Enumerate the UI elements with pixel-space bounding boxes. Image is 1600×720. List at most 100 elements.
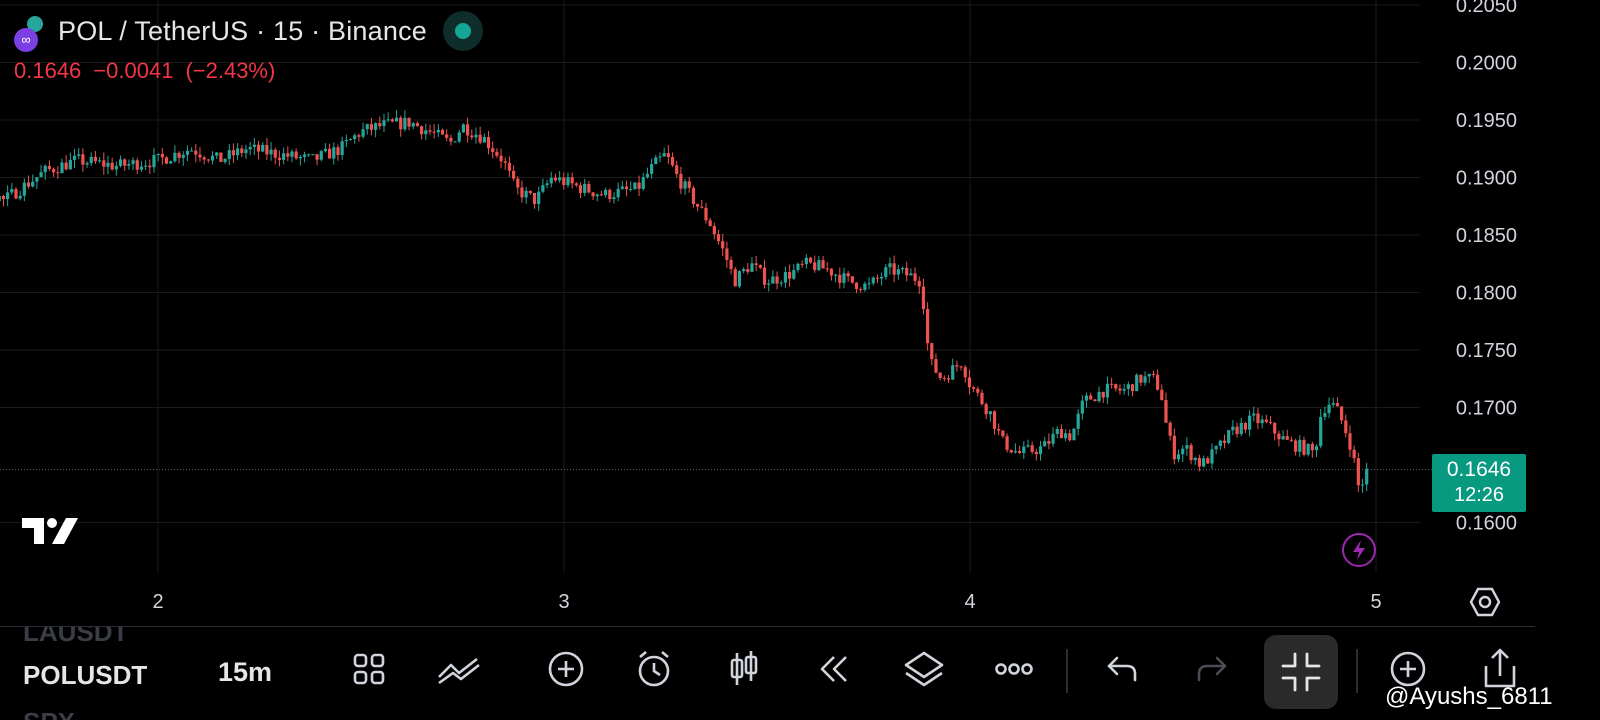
candle: [470, 135, 474, 138]
symbol-next[interactable]: SPX: [23, 707, 75, 720]
candle: [261, 144, 265, 152]
candle: [871, 277, 875, 284]
candle: [248, 146, 252, 150]
zoom-in-icon[interactable]: [1386, 647, 1430, 691]
candle: [1243, 422, 1248, 430]
interval-button[interactable]: 15m: [218, 657, 273, 687]
candle: [415, 123, 420, 127]
layers-icon[interactable]: [902, 647, 946, 691]
time-tick-label: 2: [152, 591, 163, 613]
candle: [47, 165, 52, 170]
candle: [867, 283, 871, 285]
candle: [888, 263, 892, 268]
candle: [762, 267, 767, 285]
candle: [1080, 400, 1084, 414]
candle: [1043, 441, 1047, 447]
candle: [721, 241, 725, 249]
candle: [1105, 383, 1110, 398]
candle: [181, 154, 185, 158]
candle: [1076, 413, 1080, 429]
grid-icon[interactable]: [347, 647, 391, 691]
toolbar-separator: [1356, 649, 1358, 693]
candle: [231, 150, 236, 156]
candle: [1047, 441, 1051, 444]
candle: [265, 144, 269, 155]
candle: [390, 119, 394, 122]
candle: [348, 139, 353, 141]
candle: [118, 159, 123, 166]
candle: [1235, 426, 1239, 435]
candle: [478, 134, 482, 143]
candle: [219, 152, 223, 163]
candle: [369, 124, 374, 130]
candle: [997, 428, 1001, 431]
symbol-prev[interactable]: LAUSDT: [23, 627, 129, 647]
chart-settings-icon[interactable]: [1469, 586, 1501, 623]
candle: [570, 177, 574, 184]
candle: [1018, 451, 1022, 454]
candle: [880, 276, 884, 279]
candle: [654, 157, 658, 165]
candle: [152, 155, 156, 168]
candle: [1260, 419, 1264, 424]
candle: [440, 129, 445, 135]
candle: [1222, 440, 1227, 444]
candle: [131, 160, 135, 165]
watermark: @Ayushs_6811: [1385, 683, 1553, 710]
redo-icon[interactable]: [1190, 647, 1234, 691]
candle: [808, 257, 813, 263]
candle: [35, 177, 39, 182]
candle: [1068, 433, 1072, 441]
symbol-current[interactable]: POLUSDT: [23, 660, 148, 690]
last-price: 0.1646: [14, 58, 82, 83]
candle: [495, 151, 499, 156]
candle: [729, 259, 733, 270]
candle: [273, 149, 277, 158]
candle: [1356, 458, 1360, 486]
candle: [976, 388, 980, 393]
symbol-title[interactable]: POL / TetherUS · 15 · Binance: [58, 15, 427, 46]
undo-icon[interactable]: [1100, 647, 1144, 691]
candle: [123, 159, 127, 166]
replay-icon[interactable]: [812, 647, 856, 691]
candle: [353, 135, 357, 140]
share-icon[interactable]: [1478, 647, 1522, 691]
collapse-icon[interactable]: [1264, 635, 1338, 709]
symbol-logo-icon: ∞: [14, 16, 44, 52]
candle: [574, 183, 578, 186]
candle: [587, 183, 591, 193]
candle: [938, 372, 942, 378]
candle: [1176, 454, 1181, 460]
time-tick-label: 4: [964, 591, 975, 613]
candle: [407, 117, 411, 127]
chart-area[interactable]: 0.2050 0.2000 0.1950 0.1900 0.1850 0.1800 0.17…: [0, 0, 1600, 625]
candle: [1281, 436, 1285, 440]
market-status-icon[interactable]: [442, 11, 483, 51]
candle: [449, 137, 453, 142]
tradingview-logo-icon: [22, 518, 78, 549]
candle: [1164, 400, 1168, 423]
candle: [482, 137, 486, 143]
candle: [1156, 374, 1160, 390]
candle: [566, 177, 570, 186]
candle: [319, 151, 323, 160]
candle: [298, 156, 302, 159]
candle: [670, 157, 675, 166]
candle: [1306, 443, 1310, 455]
chart-type-icon[interactable]: [722, 647, 766, 691]
more-icon[interactable]: [992, 647, 1036, 691]
candle: [244, 149, 248, 154]
indicators-icon[interactable]: [437, 647, 481, 691]
candle: [641, 177, 645, 189]
candle: [1001, 430, 1005, 437]
candlestick-chart[interactable]: 0.2050 0.2000 0.1950 0.1900 0.1850 0.1800 0.17…: [0, 0, 1600, 625]
lightning-icon[interactable]: [1342, 533, 1376, 567]
candle: [1360, 484, 1365, 486]
candle: [704, 207, 708, 221]
add-icon[interactable]: [544, 647, 588, 691]
candle: [1294, 440, 1298, 452]
symbol-switcher[interactable]: LAUSDT POLUSDT SPX: [23, 627, 173, 720]
alert-icon[interactable]: [632, 647, 676, 691]
candle: [875, 277, 880, 279]
candle: [892, 263, 896, 275]
